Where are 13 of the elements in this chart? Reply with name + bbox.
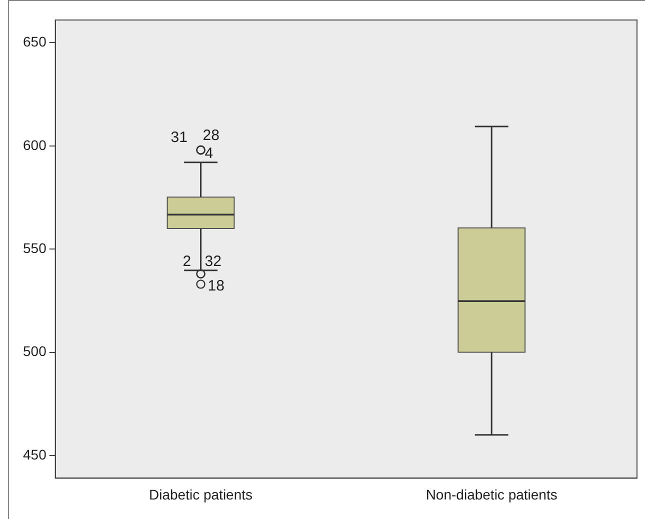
y-tick-label: 600: [23, 136, 47, 153]
annotation: 31: [170, 129, 188, 146]
y-tick-label: 450: [23, 446, 47, 462]
x-tick-label: Non-diabetic patients: [426, 486, 558, 502]
y-tick-label: 500: [23, 343, 47, 360]
y-tick-label: 650: [23, 34, 47, 50]
y-tick-label: 550: [23, 240, 47, 256]
annotation: 28: [202, 127, 220, 144]
x-tick-label: Diabetic patients: [149, 486, 253, 502]
annotation: 2: [182, 253, 192, 270]
annotation: 32: [204, 253, 222, 270]
annotation: 4: [204, 145, 214, 162]
annotation: 18: [208, 277, 224, 294]
